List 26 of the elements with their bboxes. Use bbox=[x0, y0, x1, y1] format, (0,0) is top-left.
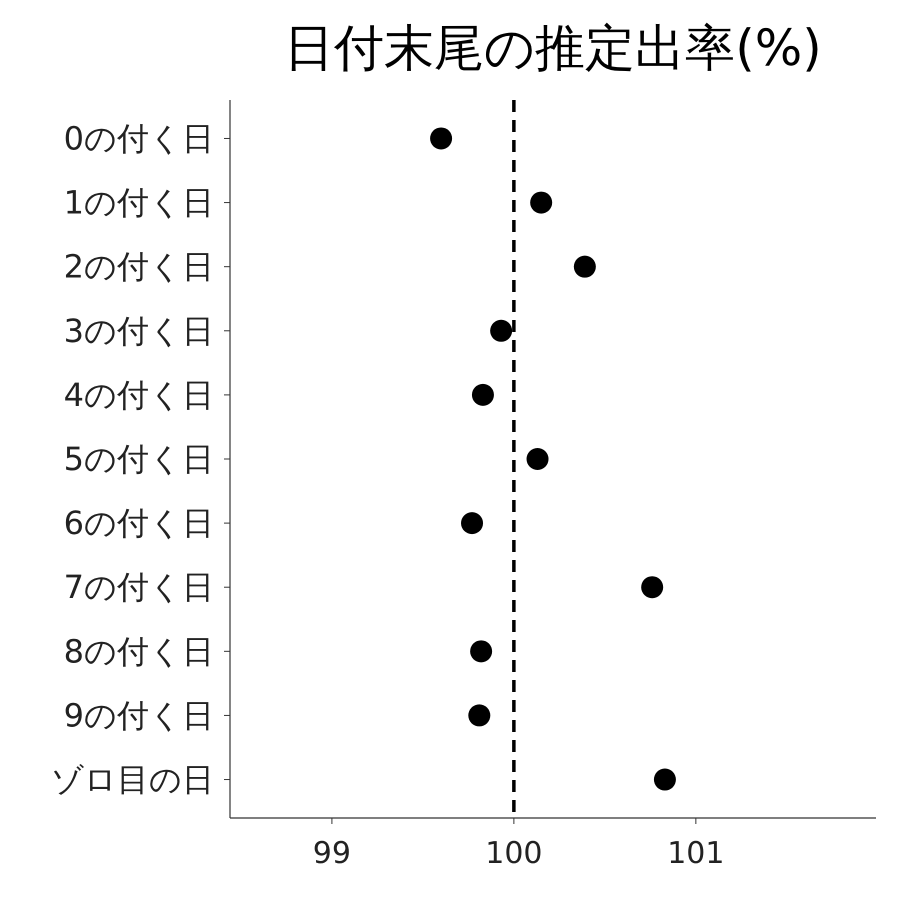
point bbox=[526, 448, 549, 470]
y-tick-label: 0の付く日 bbox=[64, 119, 214, 158]
point bbox=[430, 127, 452, 150]
point bbox=[574, 256, 596, 278]
y-tick-label: 7の付く日 bbox=[64, 568, 214, 606]
x-tick-label: 99 bbox=[312, 836, 351, 871]
y-tick-label: 8の付く日 bbox=[64, 632, 214, 670]
y-tick-label: ゾロ目の日 bbox=[51, 760, 214, 799]
y-tick-label: 9の付く日 bbox=[64, 696, 214, 734]
y-tick-label: 3の付く日 bbox=[64, 312, 214, 350]
y-tick-label: 4の付く日 bbox=[64, 376, 214, 414]
point bbox=[641, 576, 664, 598]
point bbox=[470, 640, 492, 662]
x-tick-label: 100 bbox=[485, 836, 543, 871]
point bbox=[530, 192, 552, 214]
y-tick-label: 2の付く日 bbox=[64, 248, 214, 286]
point bbox=[461, 512, 484, 534]
point bbox=[490, 320, 512, 342]
point bbox=[654, 768, 676, 791]
point bbox=[468, 704, 490, 726]
chart-title: 日付末尾の推定出率(%) bbox=[284, 19, 822, 77]
y-tick-label: 6の付く日 bbox=[64, 504, 214, 542]
y-tick-label: 1の付く日 bbox=[64, 184, 214, 222]
point bbox=[472, 384, 494, 406]
x-tick-label: 101 bbox=[667, 836, 724, 871]
y-tick-label: 5の付く日 bbox=[64, 440, 214, 478]
